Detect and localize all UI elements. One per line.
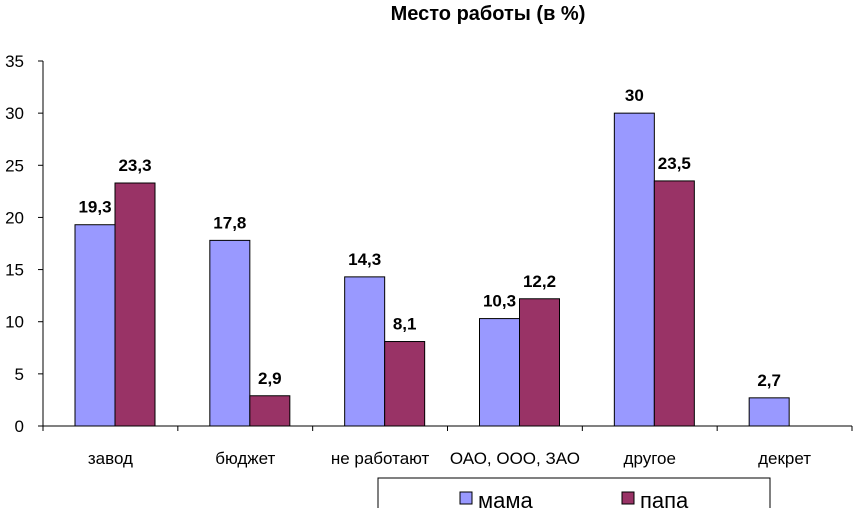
data-label: 10,3 <box>483 292 516 311</box>
category-label: декрет <box>758 449 811 468</box>
y-tick-label: 10 <box>5 313 24 332</box>
category-label: не работают <box>331 449 430 468</box>
data-label: 12,2 <box>523 272 556 291</box>
bar <box>613 112 655 427</box>
bar <box>748 397 790 427</box>
data-label: 2,7 <box>757 371 781 390</box>
data-label: 2,9 <box>258 369 282 388</box>
bars <box>74 112 790 427</box>
y-tick-label: 20 <box>5 208 24 227</box>
y-tick-label: 25 <box>5 156 24 175</box>
data-label: 17,8 <box>213 213 246 232</box>
bar <box>74 224 116 427</box>
bar <box>114 182 156 427</box>
bar <box>479 318 520 427</box>
data-label: 14,3 <box>348 250 381 269</box>
y-tick-label: 5 <box>15 365 24 384</box>
category-label: завод <box>88 449 133 468</box>
bar <box>653 180 695 427</box>
axes: 0 5 10 15 20 25 30 35 завод бюджет не работают ОАО,… <box>5 52 853 468</box>
y-tick-label: 35 <box>5 52 24 71</box>
category-label: ОАО, ООО, ЗАО <box>450 449 580 468</box>
data-label: 30 <box>625 86 644 105</box>
category-label: другое <box>624 449 676 468</box>
legend-label: папа <box>640 488 689 508</box>
legend: мама папа <box>377 477 771 508</box>
bar <box>344 276 386 427</box>
data-label: 19,3 <box>78 198 111 217</box>
data-label: 8,1 <box>393 315 417 334</box>
chart-title: Место работы (в %) <box>391 3 586 25</box>
data-label: 23,3 <box>118 156 151 175</box>
bar <box>519 298 560 427</box>
bar <box>209 239 251 427</box>
legend-label: мама <box>478 488 533 508</box>
legend-box <box>377 477 771 508</box>
category-label: бюджет <box>215 449 275 468</box>
data-labels: 19,3 17,8 14,3 10,3 30 2,7 23,3 2,9 8,1 12,2 23,5 <box>78 86 781 390</box>
bar <box>384 341 426 427</box>
bar <box>249 395 291 427</box>
data-label: 23,5 <box>658 154 691 173</box>
legend-swatch <box>459 491 473 505</box>
y-tick-label: 0 <box>15 417 24 436</box>
y-tick-label: 15 <box>5 261 24 280</box>
y-tick-label: 30 <box>5 104 24 123</box>
legend-swatch <box>621 491 635 505</box>
